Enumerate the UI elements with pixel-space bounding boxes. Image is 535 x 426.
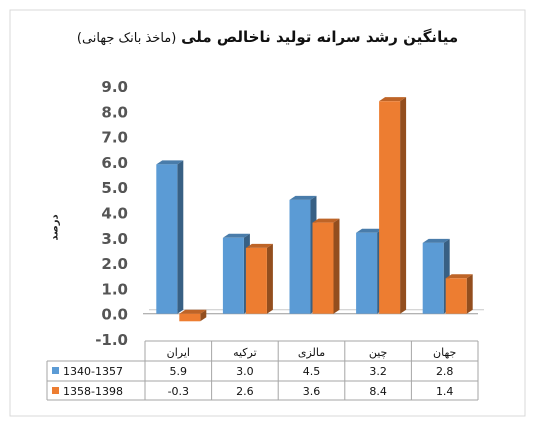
bar bbox=[422, 242, 444, 314]
data-value-label: 5.9 bbox=[170, 365, 188, 378]
legend-swatch bbox=[52, 387, 59, 394]
data-value-label: -0.3 bbox=[168, 385, 189, 398]
bar-side bbox=[400, 97, 407, 314]
bar-top bbox=[422, 238, 450, 243]
bar-side bbox=[266, 243, 273, 314]
x-category-label: ایران bbox=[167, 346, 190, 359]
y-tick-label: 9.0 bbox=[101, 78, 128, 96]
bar-side bbox=[177, 160, 184, 314]
y-tick-label: 7.0 bbox=[101, 129, 128, 147]
y-tick-label: 2.0 bbox=[101, 255, 128, 273]
legend-entry: 1358-1398 bbox=[63, 385, 123, 398]
bar-side bbox=[466, 274, 473, 314]
bar-side bbox=[333, 218, 340, 314]
y-tick-label: 6.0 bbox=[101, 154, 128, 172]
data-value-label: 3.6 bbox=[303, 385, 321, 398]
data-value-label: 2.6 bbox=[236, 385, 254, 398]
x-category-label: مالزی bbox=[298, 346, 325, 359]
x-category-label: جهان bbox=[433, 346, 456, 359]
bar-top bbox=[312, 218, 340, 223]
y-tick-label: 8.0 bbox=[101, 103, 128, 121]
data-value-label: 3.0 bbox=[236, 365, 254, 378]
bar-top bbox=[245, 243, 273, 248]
bar-top bbox=[445, 274, 473, 279]
chart-border bbox=[9, 9, 526, 417]
y-tick-label: 1.0 bbox=[101, 280, 128, 298]
bar bbox=[179, 313, 201, 322]
y-tick-label: 4.0 bbox=[101, 205, 128, 223]
bar bbox=[379, 101, 401, 314]
data-value-label: 1.4 bbox=[436, 385, 454, 398]
y-tick-label: 5.0 bbox=[101, 179, 128, 197]
legend-entry: 1340-1357 bbox=[63, 365, 123, 378]
bar bbox=[156, 164, 178, 314]
bar-top bbox=[379, 97, 407, 102]
chart-title-source: (ماخذ بانک جهانی) bbox=[76, 31, 177, 46]
data-value-label: 2.8 bbox=[436, 365, 454, 378]
bar-top bbox=[156, 160, 184, 165]
data-value-label: 3.2 bbox=[369, 365, 387, 378]
bar-top bbox=[222, 233, 250, 238]
bar-top bbox=[356, 228, 384, 233]
bar bbox=[289, 199, 311, 314]
bar-top bbox=[289, 195, 317, 200]
x-category-label: ترکیه bbox=[233, 346, 257, 359]
y-tick-label: 3.0 bbox=[101, 230, 128, 248]
bar bbox=[356, 232, 378, 314]
y-tick-label: -1.0 bbox=[95, 331, 128, 349]
bar bbox=[245, 247, 267, 314]
bar-side bbox=[200, 309, 207, 322]
bar bbox=[445, 278, 467, 314]
chart-title: میانگین رشد سرانه تولید ناخالص ملی (ماخذ… bbox=[0, 28, 535, 46]
chart-title-main: میانگین رشد سرانه تولید ناخالص ملی bbox=[181, 28, 459, 46]
bar-top bbox=[179, 309, 207, 314]
data-value-label: 4.5 bbox=[303, 365, 321, 378]
legend-swatch bbox=[52, 367, 59, 374]
bar bbox=[222, 237, 244, 314]
x-category-label: چین bbox=[369, 346, 388, 359]
data-value-label: 8.4 bbox=[369, 385, 387, 398]
y-tick-label: 0.0 bbox=[101, 306, 128, 324]
bar bbox=[312, 222, 334, 314]
